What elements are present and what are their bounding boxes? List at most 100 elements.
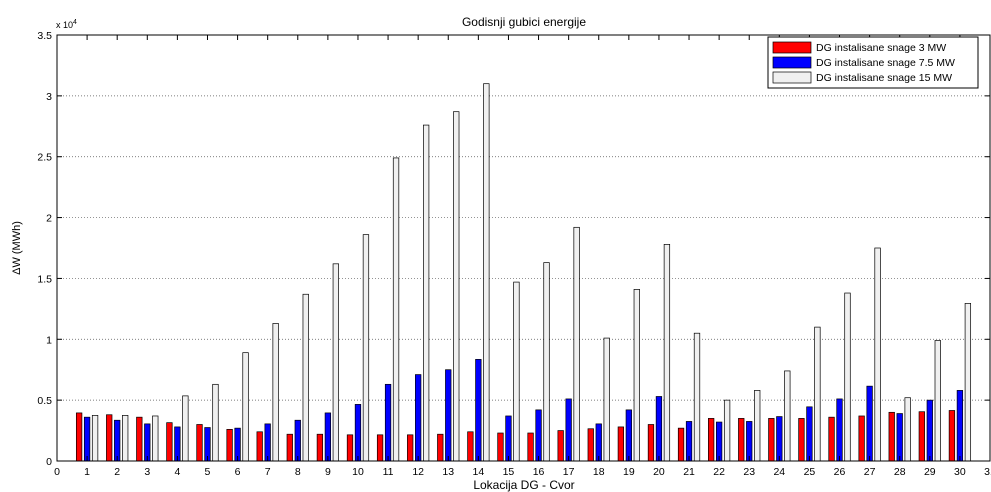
bar-series-0-cat-3 xyxy=(136,416,143,462)
x-tick-label: 20 xyxy=(653,466,665,478)
x-tick-label: 1 xyxy=(84,466,90,478)
bar-series-2-cat-11 xyxy=(392,157,400,462)
bar-series-0-cat-11 xyxy=(376,434,384,462)
bar-series-1-cat-25 xyxy=(806,406,813,462)
y-axis-multiplier: x 104 xyxy=(56,19,77,30)
bar-series-2-cat-15 xyxy=(513,281,520,462)
bar-series-2-cat-30 xyxy=(964,303,972,462)
tick-labels: 00.511.522.533.50 1 2 3 4 5 6 7 8 9 10 11 12 13 14 15 16… xyxy=(37,30,991,478)
bar-series-1-cat-19 xyxy=(625,409,632,462)
bar-series-0-cat-6 xyxy=(226,429,233,462)
x-tick-label: 17 xyxy=(563,466,575,478)
legend-label-7-5mw: DG instalisane snage 7.5 MW xyxy=(816,57,955,69)
x-tick-label: 27 xyxy=(864,466,876,478)
bar-series-2-cat-13 xyxy=(453,111,460,462)
bar-series-2-cat-24 xyxy=(784,370,791,462)
legend-label-3mw: DG instalisane snage 3 MW xyxy=(816,42,946,54)
bar-series-0-cat-18 xyxy=(587,428,594,462)
bar-series-2-cat-16 xyxy=(543,262,550,462)
bar-series-1-cat-5 xyxy=(204,427,211,462)
x-tick-label: 9 xyxy=(325,466,331,478)
bar-series-2-cat-3 xyxy=(152,415,159,462)
y-tick-label: 0 xyxy=(46,456,52,468)
bar-series-2-cat-18 xyxy=(603,337,610,462)
bar-series-0-cat-13 xyxy=(437,433,444,462)
x-tick-label: 0 xyxy=(54,466,60,478)
bar-series-1-cat-24 xyxy=(776,416,783,462)
bar-series-1-cat-13 xyxy=(445,369,452,462)
bar-series-0-cat-12 xyxy=(407,434,414,462)
x-tick-label: 28 xyxy=(894,466,906,478)
legend-swatch-7-5mw xyxy=(772,56,812,69)
x-tick-label: 7 xyxy=(265,466,271,478)
bar-series-1-cat-14 xyxy=(475,359,482,462)
x-tick-label: 30 xyxy=(954,466,966,478)
x-tick-label: 22 xyxy=(713,466,725,478)
x-tick-label: 26 xyxy=(834,466,846,478)
bar-series-2-cat-10 xyxy=(362,234,370,462)
bar-series-1-cat-18 xyxy=(595,423,602,462)
bar-series-0-cat-1 xyxy=(75,412,83,462)
bar-series-2-cat-26 xyxy=(844,292,851,462)
bar-series-0-cat-29 xyxy=(918,411,925,462)
bar-series-2-cat-7 xyxy=(272,323,279,462)
bar-series-1-cat-11 xyxy=(384,383,392,462)
bar-series-0-cat-26 xyxy=(828,416,835,462)
bar-series-1-cat-4 xyxy=(174,426,181,462)
x-tick-label: 24 xyxy=(773,466,785,478)
x-tick-label: 12 xyxy=(412,466,424,478)
bar-series-0-cat-23 xyxy=(738,418,745,462)
plot-area-frame xyxy=(56,34,991,462)
bar-series-2-cat-23 xyxy=(754,390,761,462)
y-tick-label: 2 xyxy=(46,213,52,225)
bar-series-2-cat-22 xyxy=(723,399,731,462)
bar-series-0-cat-5 xyxy=(196,424,203,462)
y-tick-label: 1 xyxy=(46,334,52,346)
bar-series-2-cat-21 xyxy=(693,332,701,462)
x-tick-label: 23 xyxy=(743,466,755,478)
bar-series-1-cat-8 xyxy=(294,419,301,462)
y-tick-label: 0.5 xyxy=(37,395,52,407)
bar-series-1-cat-15 xyxy=(505,415,512,462)
x-tick-label: 18 xyxy=(593,466,605,478)
x-tick-label: 14 xyxy=(473,466,485,478)
bar-series-1-cat-28 xyxy=(896,413,903,462)
bar-series-1-cat-27 xyxy=(866,385,873,462)
chart-title: Godisnji gubici energije xyxy=(462,15,586,29)
bar-series-1-cat-1 xyxy=(83,416,91,462)
bar-series-0-cat-24 xyxy=(768,418,775,462)
bar-series-1-cat-16 xyxy=(535,409,542,462)
x-tick-label: 31 xyxy=(984,466,991,478)
y-tick-label: 2.5 xyxy=(37,152,52,164)
bar-series-2-cat-1 xyxy=(91,415,99,462)
bar-series-0-cat-28 xyxy=(888,411,895,462)
bar-series-1-cat-22 xyxy=(715,421,723,462)
bar-series-2-cat-6 xyxy=(242,352,249,462)
bar-series-1-cat-7 xyxy=(264,423,271,462)
x-tick-label: 13 xyxy=(442,466,454,478)
bar-series-2-cat-19 xyxy=(633,289,640,462)
x-tick-label: 21 xyxy=(683,466,695,478)
bar-series-1-cat-12 xyxy=(415,374,422,462)
bar-series-0-cat-4 xyxy=(166,422,173,462)
legend-label-15mw: DG instalisane snage 15 MW xyxy=(816,72,952,84)
bar-series-1-cat-26 xyxy=(836,398,843,462)
x-tick-label: 10 xyxy=(352,466,364,478)
bar-series-2-cat-4 xyxy=(182,395,189,462)
bar-series-0-cat-2 xyxy=(106,414,113,462)
x-tick-label: 16 xyxy=(533,466,545,478)
bar-series-2-cat-5 xyxy=(212,383,219,462)
bar-series-0-cat-8 xyxy=(286,433,293,462)
x-tick-label: 29 xyxy=(924,466,936,478)
bar-series-0-cat-19 xyxy=(617,426,625,462)
bar-series-0-cat-7 xyxy=(256,431,263,462)
bar-series-0-cat-20 xyxy=(647,424,655,462)
x-tick-label: 15 xyxy=(503,466,515,478)
bar-series-0-cat-16 xyxy=(527,432,534,462)
y-tick-label: 3.5 xyxy=(37,30,52,42)
bar-series-2-cat-9 xyxy=(332,263,339,462)
x-tick-label: 8 xyxy=(295,466,301,478)
bar-series-1-cat-29 xyxy=(926,399,933,462)
y-axis-label: ΔW (MWh) xyxy=(11,221,23,275)
